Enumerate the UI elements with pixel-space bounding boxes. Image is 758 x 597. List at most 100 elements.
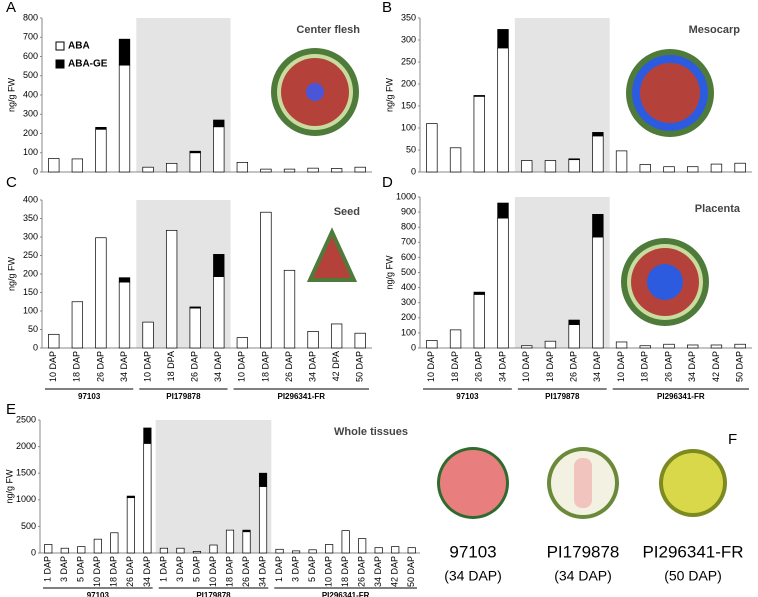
- bar-segment: [143, 427, 152, 444]
- x-tick-label: 1 DAP: [274, 556, 284, 582]
- bar-segment: [473, 291, 485, 295]
- bar-segment: [118, 38, 131, 66]
- bar-segment: [71, 301, 84, 349]
- photo-name: PI179878: [547, 542, 620, 561]
- y-tick-label: 100: [23, 305, 38, 315]
- bar-segment: [391, 546, 400, 554]
- y-tick-label: 2000: [16, 441, 36, 451]
- x-tick-label: 42 DAP: [711, 351, 721, 382]
- x-tick-label: 18 DAP: [260, 351, 270, 382]
- photo-name: 97103: [449, 542, 496, 561]
- y-tick-label: 700: [23, 32, 38, 42]
- panel-label: D: [382, 174, 393, 191]
- y-tick-label: 1500: [16, 468, 36, 478]
- chart-title: Whole tissues: [334, 426, 408, 438]
- bar-segment: [710, 344, 723, 349]
- x-tick-label: 26 DAP: [569, 351, 579, 382]
- bar-segment: [236, 162, 249, 173]
- bar-segment: [592, 214, 604, 238]
- x-tick-label: 3 DAP: [175, 556, 185, 582]
- x-tick-label: 26 DAP: [357, 556, 367, 587]
- bar-segment: [615, 150, 628, 173]
- x-tick-label: 34 DAP: [307, 351, 317, 382]
- y-tick-label: 200: [23, 268, 38, 278]
- x-tick-label: 26 DAP: [241, 556, 251, 587]
- bar-segment: [341, 530, 350, 554]
- x-tick-label: 18 DPA: [166, 351, 176, 381]
- x-tick-label: 34 DAP: [497, 351, 507, 382]
- y-tick-label: 0: [33, 166, 38, 176]
- bar-segment: [663, 343, 675, 349]
- photo-stage: (34 DAP): [554, 568, 612, 584]
- y-axis-label: ng/g FW: [6, 256, 16, 291]
- x-tick-label: 18 DAP: [72, 351, 82, 382]
- y-tick-label: 900: [401, 206, 416, 216]
- bar-segment: [71, 158, 84, 173]
- y-axis-label: ng/g FW: [384, 77, 394, 112]
- y-tick-label: 400: [23, 194, 38, 204]
- x-tick-label: 10 DAP: [237, 351, 247, 382]
- bar-segment: [189, 150, 201, 154]
- group-label: PI179878: [166, 392, 201, 401]
- bar-segment: [473, 95, 485, 97]
- bar-segment: [118, 64, 131, 173]
- x-tick-label: 10 DAP: [142, 351, 152, 382]
- bar-segment: [209, 544, 218, 554]
- bar-segment: [592, 236, 604, 349]
- bar-segment: [242, 531, 251, 554]
- x-tick-label: 50 DAP: [735, 351, 745, 382]
- photo-name: PI296341-FR: [642, 542, 743, 561]
- bar-segment: [60, 547, 69, 554]
- x-tick-label: 10 DAP: [521, 351, 531, 382]
- panel-label: F: [728, 431, 737, 448]
- x-tick-label: 10 DAP: [616, 351, 626, 382]
- bar-segment: [568, 159, 580, 173]
- group-label: 97103: [87, 591, 110, 597]
- y-tick-label: 250: [401, 56, 416, 66]
- panel-label: E: [6, 401, 16, 418]
- bar-segment: [358, 538, 367, 554]
- x-tick-label: 34 DAP: [142, 556, 152, 587]
- x-tick-label: 34 DAP: [257, 556, 267, 587]
- bar-segment: [95, 237, 107, 349]
- y-tick-label: 600: [23, 51, 38, 61]
- y-tick-label: 0: [411, 342, 416, 352]
- y-tick-label: 300: [401, 34, 416, 44]
- bar-segment: [192, 551, 202, 554]
- bar-segment: [473, 294, 485, 349]
- bar-segment: [325, 544, 334, 554]
- bar-segment: [354, 166, 366, 173]
- bar-segment: [213, 254, 225, 277]
- chart-title: Seed: [334, 206, 360, 218]
- bar-segment: [307, 167, 319, 173]
- y-tick-label: 350: [401, 12, 416, 22]
- y-tick-label: 300: [401, 297, 416, 307]
- panel-label: A: [6, 0, 16, 16]
- x-tick-label: 34 DAP: [119, 351, 129, 382]
- x-tick-label: 10 DAP: [208, 556, 218, 587]
- bar-segment: [592, 135, 604, 173]
- bar-segment: [449, 147, 462, 173]
- y-tick-label: 1000: [396, 191, 416, 201]
- x-tick-label: 18 DAP: [224, 556, 234, 587]
- x-tick-label: 10 DAP: [426, 351, 436, 382]
- group-label: PI296341-FR: [277, 392, 325, 401]
- bar-segment: [110, 532, 119, 554]
- x-tick-label: 26 DAP: [474, 351, 484, 382]
- group-label: 97103: [78, 392, 101, 401]
- y-tick-label: 800: [401, 222, 416, 232]
- bar-segment: [292, 550, 301, 554]
- bar-segment: [242, 529, 251, 533]
- x-tick-label: 5 DAP: [307, 556, 317, 582]
- bar-segment: [521, 160, 533, 173]
- x-tick-label: 26 DAP: [95, 351, 105, 382]
- bar-segment: [126, 497, 135, 554]
- bar-segment: [283, 269, 296, 349]
- bar-segment: [118, 277, 131, 283]
- x-tick-label: 10 DAP: [324, 556, 334, 587]
- bar-segment: [734, 162, 746, 173]
- bar-segment: [77, 546, 86, 554]
- legend-swatch: [55, 41, 65, 51]
- y-tick-label: 600: [401, 252, 416, 262]
- y-tick-label: 2500: [16, 414, 36, 424]
